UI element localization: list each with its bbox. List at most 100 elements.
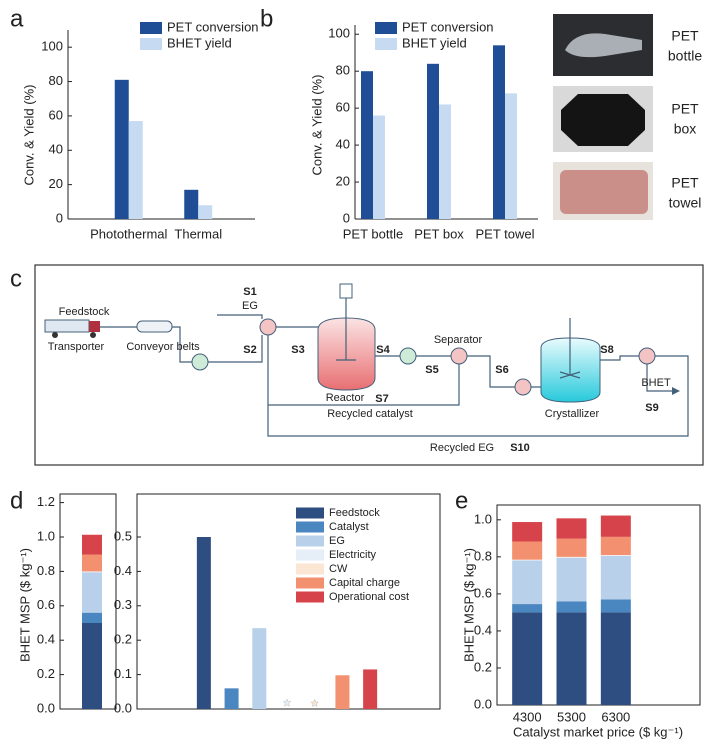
y-axis-label: Conv. & Yield (%) (309, 75, 324, 176)
x-tick-label: PET bottle (343, 226, 403, 241)
star-marker (283, 699, 291, 706)
x-tick-label: 4300 (513, 709, 542, 724)
legend-swatch (375, 38, 397, 50)
bar-segment (557, 558, 587, 602)
wheel (90, 332, 96, 338)
legend-swatch (296, 536, 324, 547)
y-tick-label: 0.3 (114, 597, 132, 612)
stream-label: S3 (291, 344, 304, 356)
legend-swatch (296, 564, 324, 575)
y-tick-label: 0.2 (114, 632, 132, 647)
y-tick-label: 0.1 (114, 666, 132, 681)
bar-segment (82, 623, 102, 709)
y-tick-label: 0 (56, 210, 63, 225)
legend-swatch (140, 22, 162, 34)
bar (198, 205, 212, 219)
diagram-label: Reactor (326, 392, 365, 404)
x-axis-label: Catalyst market price ($ kg⁻¹) (513, 724, 683, 739)
bar (252, 628, 266, 709)
bar-segment (557, 612, 587, 705)
bar (184, 190, 198, 219)
stream-label: S2 (243, 344, 256, 356)
bar-segment (512, 604, 542, 612)
panel-letter: b (260, 5, 273, 32)
bar-segment (82, 572, 102, 612)
stream-label: S6 (495, 364, 508, 376)
heat-exchanger (400, 348, 416, 364)
bar (363, 669, 377, 709)
bar (427, 64, 439, 219)
bar (373, 116, 385, 219)
truck-trailer (45, 320, 89, 332)
legend-label: Catalyst (329, 521, 369, 533)
photo-label: PET (671, 28, 699, 44)
y-tick-label: 100 (41, 39, 63, 54)
y-tick-label: 0.0 (474, 696, 492, 711)
y-tick-label: 1.0 (474, 511, 492, 526)
photo-label: box (674, 121, 697, 137)
bar-segment (512, 560, 542, 561)
x-tick-label: Photothermal (90, 226, 167, 241)
bar-segment (601, 555, 631, 556)
bar-segment (601, 556, 631, 600)
y-tick-label: 0.5 (114, 528, 132, 543)
panel-letter: e (455, 487, 468, 514)
bar-segment (512, 561, 542, 605)
panel-letter: d (10, 487, 23, 514)
legend-label: PET conversion (402, 19, 494, 34)
wheel (52, 332, 58, 338)
box-shape (561, 94, 645, 146)
y-tick-label: 0.2 (37, 666, 55, 681)
bar (361, 71, 373, 219)
legend-label: CW (329, 563, 348, 575)
bar-segment (601, 537, 631, 555)
diagram-label: Feedstock (59, 306, 110, 318)
legend-swatch (375, 22, 397, 34)
x-tick-label: 6300 (601, 709, 630, 724)
diagram-label: Transporter (48, 341, 105, 353)
y-axis-label: Conv. & Yield (%) (21, 85, 36, 186)
y-tick-label: 0.4 (474, 622, 492, 637)
bar-segment (557, 557, 587, 558)
legend-label: BHET yield (402, 35, 467, 50)
bar-segment (557, 601, 587, 612)
heat-exchanger (639, 348, 655, 364)
y-tick-label: 100 (328, 26, 350, 41)
y-tick-label: 0.2 (474, 659, 492, 674)
photo-label: towel (669, 195, 702, 211)
y-tick-label: 0.6 (37, 597, 55, 612)
legend-label: Electricity (329, 549, 377, 561)
star-marker (311, 699, 319, 706)
heat-exchanger (515, 379, 531, 395)
bar (335, 675, 349, 709)
legend-swatch (296, 508, 324, 519)
bar-segment (601, 612, 631, 705)
towel-shape (560, 170, 648, 214)
y-tick-label: 1.2 (37, 494, 55, 509)
bar-segment (512, 522, 542, 541)
bar (129, 121, 143, 219)
y-tick-label: 1.0 (37, 528, 55, 543)
y-tick-label: 0.6 (474, 585, 492, 600)
diagram-label: Crystallizer (545, 408, 600, 420)
panel-letter: a (10, 5, 24, 32)
photo-label: bottle (668, 48, 702, 64)
bar (115, 80, 129, 219)
y-tick-label: 80 (49, 73, 63, 88)
diagram-label: Recycled catalyst (327, 408, 413, 420)
legend-label: Feedstock (329, 507, 380, 519)
y-tick-label: 80 (336, 63, 350, 78)
process-diagram: Feedstock Transporter Conveyor belts S1 … (35, 265, 703, 465)
y-tick-label: 0.4 (114, 563, 132, 578)
y-tick-label: 40 (49, 142, 63, 157)
legend-label: EG (329, 535, 345, 547)
motor (340, 284, 352, 298)
stream-label: S5 (425, 364, 438, 376)
y-tick-label: 60 (49, 107, 63, 122)
y-tick-label: 0 (343, 210, 350, 225)
legend-swatch (140, 38, 162, 50)
bar-segment (82, 555, 102, 572)
bar-segment (82, 572, 102, 573)
truck-cab (89, 321, 100, 332)
